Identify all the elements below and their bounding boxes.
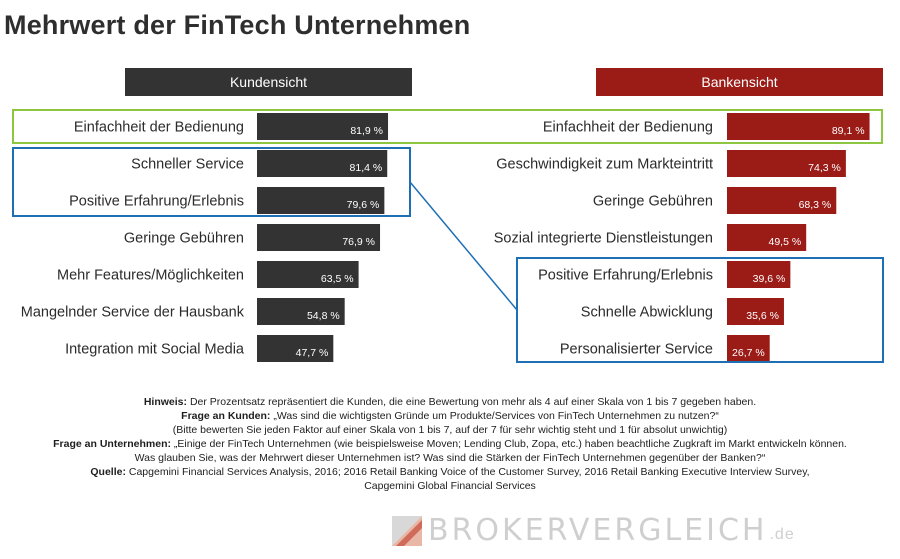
note-frage-kunden-sub: (Bitte bewerten Sie jeden Faktor auf ein…: [172, 424, 728, 436]
kunden-category-label-3: Geringe Gebühren: [124, 231, 244, 247]
brand-name: BROKERVERGLEICH: [428, 513, 768, 548]
bank-category-label-2: Geringe Gebühren: [593, 194, 713, 210]
bank-bar-5: [727, 298, 784, 325]
kunden-bar-6: [257, 335, 334, 362]
bar-charts: 81,9 % Einfachheit der Bedienung 81,4 % Sch…: [12, 109, 884, 363]
highlight-box-einfachheit: [12, 109, 883, 144]
note-frage-kunden: Frage an Kunden: „Was sind die wichtigst…: [181, 410, 719, 422]
kunden-category-label-5: Mangelnder Service der Hausbank: [21, 305, 245, 321]
bank-category-label-4: Positive Erfahrung/Erlebnis: [538, 268, 713, 284]
kunden-category-label-4: Mehr Features/Möglichkeiten: [57, 268, 244, 284]
kunden-category-label-1: Schneller Service: [131, 157, 244, 173]
kunden-value-label-0: 81,9 %: [350, 125, 383, 137]
bank-bar-3: [727, 224, 807, 251]
bank-value-label-4: 39,6 %: [753, 273, 786, 285]
bank-category-label-6: Personalisierter Service: [560, 342, 713, 358]
bank-bar-2: [727, 187, 837, 214]
highlight-connector-line: [409, 181, 518, 311]
bank-bar-0: [727, 113, 870, 140]
brokervergleich-logo-icon: [392, 515, 422, 546]
note-frage-unternehmen-2: Was glauben Sie, was der Mehrwert dieser…: [134, 452, 766, 464]
bank-category-label-0: Einfachheit der Bedienung: [543, 120, 713, 136]
brand-suffix: .de: [769, 526, 795, 543]
bank-value-label-6: 26,7 %: [732, 347, 765, 359]
bank-value-label-0: 89,1 %: [832, 125, 865, 137]
bank-bar-4: [727, 261, 791, 288]
note-frage-unternehmen: Frage an Unternehmen: „Einige der FinTec…: [53, 438, 847, 450]
note-hinweis: Hinweis: Der Prozentsatz repräsentiert d…: [143, 396, 757, 408]
bank-bar-1: [727, 150, 846, 177]
bankensicht-header: Bankensicht: [596, 68, 883, 96]
kunden-bar-4: [257, 261, 359, 288]
bank-bar-6: [727, 335, 770, 362]
bank-value-label-2: 68,3 %: [799, 199, 832, 211]
bank-value-label-1: 74,3 %: [808, 162, 841, 174]
bank-value-label-3: 49,5 %: [768, 236, 801, 248]
kunden-value-label-1: 81,4 %: [350, 162, 383, 174]
kunden-value-label-6: 47,7 %: [296, 347, 329, 359]
kunden-bar-1: [257, 150, 388, 177]
kundensicht-header: Kundensicht: [125, 68, 412, 96]
kunden-bar-5: [257, 298, 345, 325]
kunden-value-label-5: 54,8 %: [307, 310, 340, 322]
kunden-category-label-2: Positive Erfahrung/Erlebnis: [69, 194, 244, 210]
chart-title: Mehrwert der FinTech Unternehmen: [4, 10, 471, 40]
kunden-bar-3: [257, 224, 381, 251]
bank-category-label-1: Geschwindigkeit zum Markteintritt: [496, 157, 713, 173]
bank-category-label-5: Schnelle Abwicklung: [581, 305, 713, 321]
brand-logo: BROKERVERGLEICH .de: [392, 513, 795, 548]
kunden-bar-0: [257, 113, 389, 140]
bank-value-label-5: 35,6 %: [746, 310, 779, 322]
note-quelle-2: Capgemini Global Financial Services: [364, 480, 536, 492]
kunden-bar-2: [257, 187, 385, 214]
kunden-value-label-3: 76,9 %: [342, 236, 375, 248]
kunden-category-label-6: Integration mit Social Media: [65, 342, 245, 358]
kunden-value-label-4: 63,5 %: [321, 273, 354, 285]
note-quelle: Quelle: Capgemini Financial Services Ana…: [90, 466, 810, 478]
kunden-category-label-0: Einfachheit der Bedienung: [74, 120, 244, 136]
kunden-value-label-2: 79,6 %: [347, 199, 380, 211]
bank-category-label-3: Sozial integrierte Dienstleistungen: [494, 231, 713, 247]
